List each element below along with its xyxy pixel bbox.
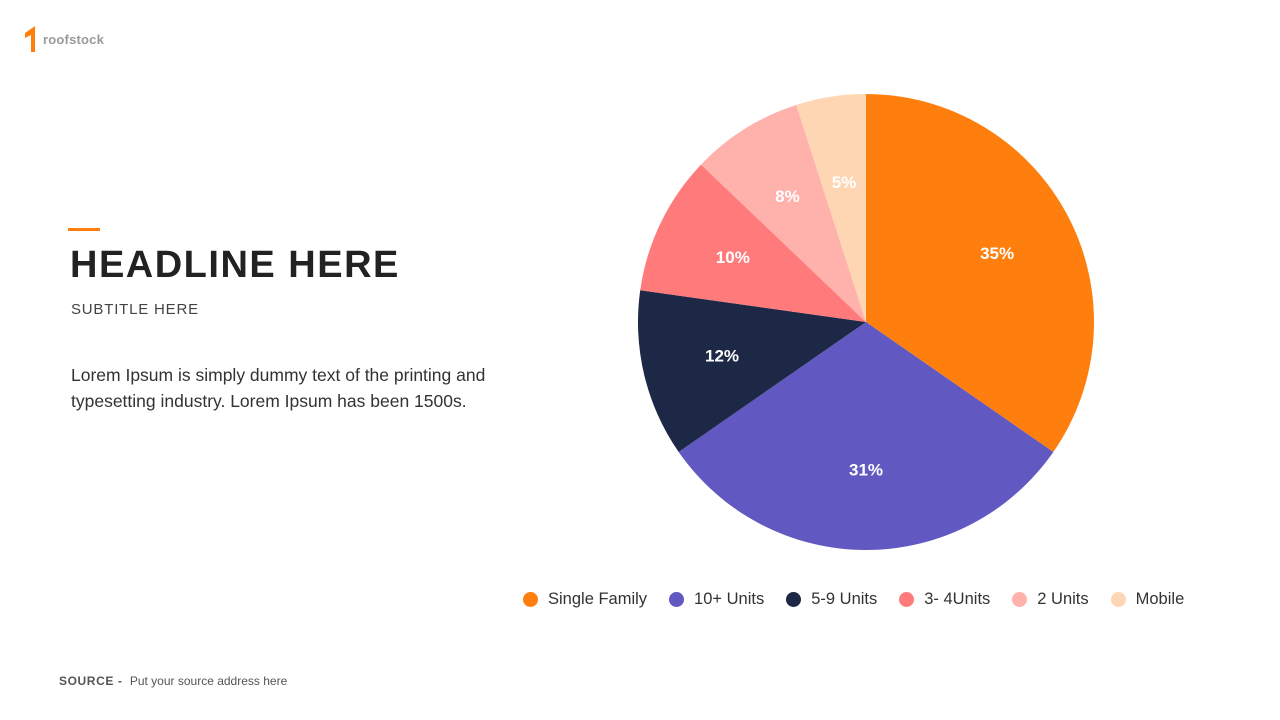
legend-item: Mobile — [1110, 590, 1185, 609]
pie-slice — [866, 94, 1095, 452]
legend-swatch — [1012, 592, 1028, 607]
pie-slice — [637, 290, 866, 452]
legend-swatch — [1110, 592, 1126, 607]
body-paragraph: Lorem Ipsum is simply dummy text of the … — [71, 365, 486, 411]
brand-name: roofstock — [43, 31, 105, 47]
legend-label: Mobile — [1135, 590, 1185, 608]
pie-slice-label: 35% — [980, 244, 1014, 263]
brand-logo: roofstock — [25, 26, 104, 52]
legend-swatch — [523, 592, 538, 607]
legend-label: 3- 4Units — [924, 590, 991, 608]
source-note: SOURCE - Put your source address here — [59, 674, 287, 688]
pie-slice-label: 10% — [716, 248, 750, 267]
legend-item: 5-9 Units — [786, 590, 877, 609]
pie-slice — [678, 322, 1054, 551]
source-text: Put your source address here — [129, 674, 288, 688]
legend-item: 3- 4Units — [899, 590, 990, 609]
headline-accent-bar — [68, 228, 100, 231]
page-title: HEADLINE HERE — [70, 244, 400, 286]
legend-item: Single Family — [523, 590, 647, 609]
legend-item: 10+ Units — [669, 590, 764, 609]
source-label: SOURCE - — [59, 674, 123, 688]
pie-slice-label: 31% — [849, 461, 883, 480]
legend-swatch — [899, 592, 915, 607]
legend-label: Single Family — [548, 590, 648, 608]
legend-label: 10+ Units — [694, 590, 765, 608]
pie-slice-label: 12% — [705, 347, 739, 366]
chart-legend: Single Family 10+ Units 5-9 Units 3- 4Units… — [523, 590, 1206, 609]
roofstock-logo-icon — [25, 26, 35, 52]
legend-label: 5-9 Units — [811, 590, 878, 608]
pie-slice-label: 8% — [775, 187, 800, 206]
legend-swatch — [669, 592, 685, 607]
legend-swatch — [786, 592, 802, 607]
pie-slice — [640, 164, 866, 322]
legend-label: 2 Units — [1037, 590, 1089, 608]
pie-slice-label: 5% — [832, 173, 857, 192]
legend-item: 2 Units — [1012, 590, 1089, 609]
page-subtitle: SUBTITLE HERE — [71, 301, 199, 318]
pie-slice — [701, 104, 866, 322]
pie-slice — [796, 94, 866, 322]
